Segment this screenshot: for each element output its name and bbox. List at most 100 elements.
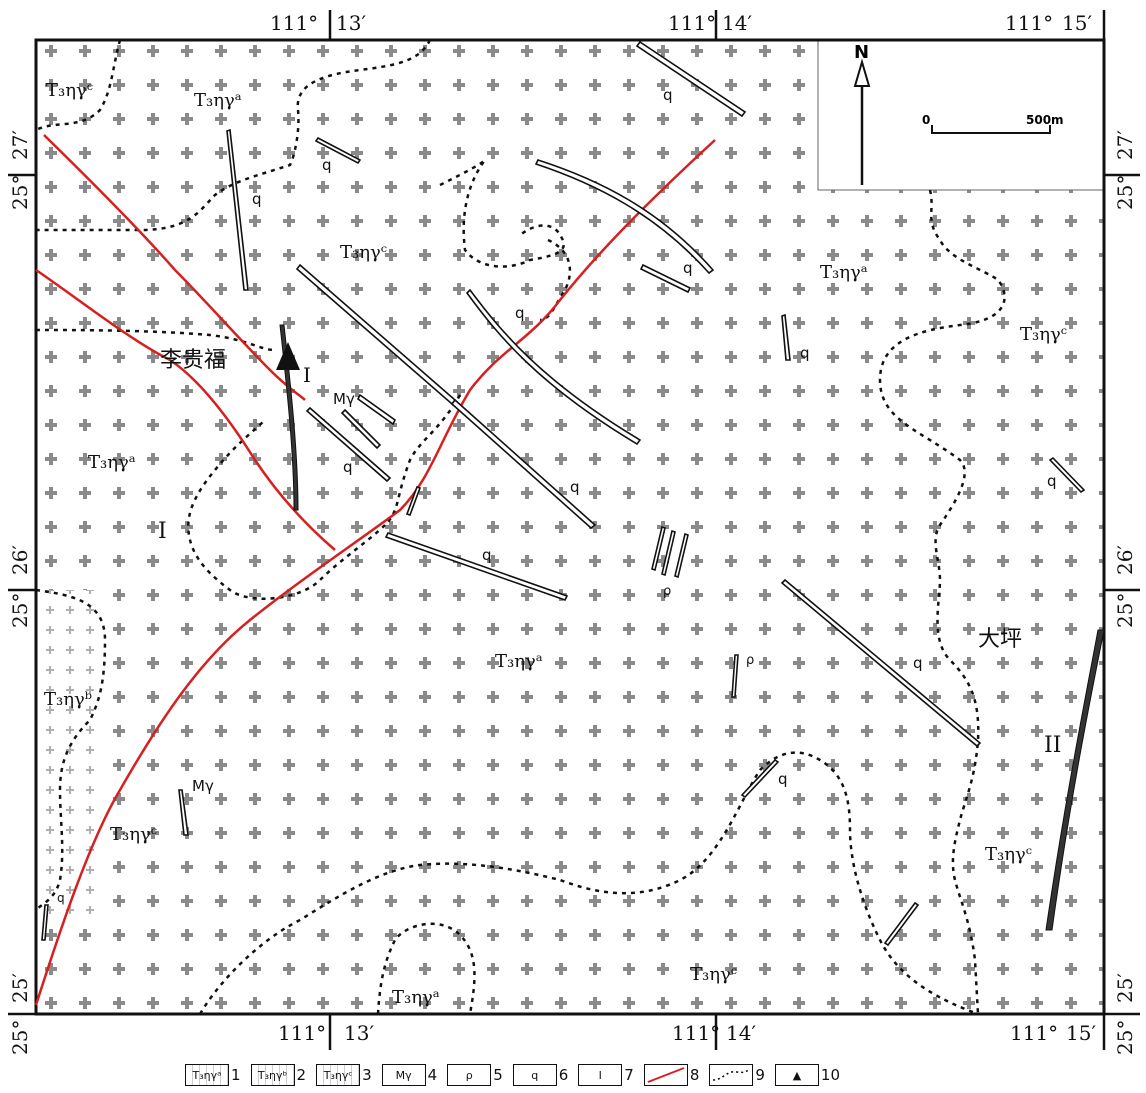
coord-bottom-deg-2: 111° xyxy=(672,1021,720,1045)
orebody-label-1: I xyxy=(303,363,311,387)
legend-boundary-symbol xyxy=(709,1064,754,1086)
dikes xyxy=(41,40,1086,947)
north-arrow xyxy=(853,58,871,185)
dike-label-q: q xyxy=(57,891,65,905)
unit-b-pattern xyxy=(36,590,106,920)
legend-item-3: T₃ηγᶜ 3 xyxy=(316,1064,372,1086)
dike-label-q: q xyxy=(482,546,492,564)
legend-item-5: ρ 5 xyxy=(447,1064,503,1086)
legend-symbol-7: I xyxy=(578,1064,623,1086)
geologic-boundaries xyxy=(35,39,1006,1016)
legend-number-1: 1 xyxy=(231,1066,241,1084)
unit-label-upper-a: T₃ηγᵃ xyxy=(194,90,242,111)
north-label: N xyxy=(854,42,869,63)
legend-item-9: 9 xyxy=(709,1064,765,1086)
dike-label-my: Mγ xyxy=(333,390,355,408)
legend-item-2: T₃ηγᵇ 2 xyxy=(250,1064,307,1086)
dike-label-q: q xyxy=(913,654,923,672)
dike-label-q: q xyxy=(322,156,332,174)
place-liguifu: 李贵福 xyxy=(160,348,226,373)
dike-label-q: q xyxy=(570,478,580,496)
legend-number-7: 7 xyxy=(624,1066,634,1084)
legend-item-4: Mγ 4 xyxy=(381,1064,438,1086)
coord-right-deg-3: 25° xyxy=(1113,1020,1137,1055)
faults xyxy=(34,134,716,1006)
scale-bar xyxy=(931,125,1051,134)
coord-bottom-deg-3: 111° xyxy=(1010,1021,1058,1045)
legend-item-8: 8 xyxy=(643,1064,699,1086)
dike-label-q: q xyxy=(1047,472,1057,490)
coord-top-min-3: 15′ xyxy=(1062,11,1092,35)
unit-label-sw-c: T₃ηγᶜ xyxy=(110,824,157,845)
legend-number-10: 10 xyxy=(820,1066,841,1084)
legend-symbol-4: Mγ xyxy=(381,1064,426,1086)
legend-number-2: 2 xyxy=(296,1066,307,1084)
coord-left-min-3: 25′ xyxy=(8,973,32,1003)
dike-label-rho: ρ xyxy=(746,653,754,668)
unit-label-center-c: T₃ηγᶜ xyxy=(340,242,387,263)
scale-distance: 500m xyxy=(1026,113,1064,127)
dike-label-q: q xyxy=(800,344,810,362)
north-scale-inset xyxy=(817,39,1105,191)
legend-symbol-1: T₃ηγᵃ xyxy=(185,1064,229,1086)
coord-top-deg-3: 111° xyxy=(1005,11,1053,35)
unit-label-bottom-c-visible: T₃ηγᶜ xyxy=(690,964,737,985)
unit-label-ne-a: T₃ηγᵃ xyxy=(820,262,868,283)
place-daping: 大坪 xyxy=(978,627,1022,652)
unit-label-west-b: T₃ηγᵇ xyxy=(44,689,92,710)
legend-number-4: 4 xyxy=(427,1066,438,1084)
legend-item-6: q 6 xyxy=(512,1064,569,1086)
legend-symbol-3: T₃ηγᶜ xyxy=(316,1064,361,1086)
mine-triangle xyxy=(276,342,300,370)
legend-number-6: 6 xyxy=(558,1066,569,1084)
dike-label-my: Mγ xyxy=(192,777,214,795)
legend-symbol-10: ▲ xyxy=(774,1064,819,1086)
legend-symbol-2: T₃ηγᵇ xyxy=(250,1064,295,1086)
coord-right-deg-2: 25° xyxy=(1113,593,1137,628)
legend: T₃ηγᵃ 1 T₃ηγᵇ 2 T₃ηγᶜ 3 Mγ 4 ρ 5 q 6 I 7… xyxy=(185,1062,846,1088)
legend-symbol-5: ρ xyxy=(447,1064,492,1086)
map-frame xyxy=(34,38,1106,1016)
coord-bottom-deg-1: 111° xyxy=(278,1021,326,1045)
dike-label-q: q xyxy=(343,458,353,476)
legend-symbol-6: q xyxy=(512,1064,557,1086)
fault-line-icon xyxy=(647,1067,685,1083)
unit-label-bottom-a: T₃ηγᵃ xyxy=(392,987,440,1008)
scale-zero: 0 xyxy=(922,113,930,127)
coord-top-min-1: 13′ xyxy=(336,11,366,35)
unit-label-east-c: T₃ηγᶜ xyxy=(1020,324,1067,345)
coord-bottom-min-1: 13′ xyxy=(344,1021,374,1045)
coord-bottom-min-3: 15′ xyxy=(1066,1021,1096,1045)
unit-labels: T₃ηγᶜ T₃ηγᵃ T₃ηγᶜ T₃ηγᵃ T₃ηγᶜ T₃ηγᵃ T₃ηγ… xyxy=(44,80,1067,1008)
coord-top-deg-1: 111° xyxy=(270,11,318,35)
coord-right-min-1: 27′ xyxy=(1113,130,1137,160)
legend-number-3: 3 xyxy=(362,1066,372,1084)
orebody-label-1b: I xyxy=(158,519,167,544)
coord-left-deg-3: 25° xyxy=(8,1020,32,1055)
dike-label-q: q xyxy=(778,770,788,788)
coord-right-min-3: 25′ xyxy=(1113,973,1137,1003)
unit-label-south-a: T₃ηγᵃ xyxy=(495,651,543,672)
granite-pattern xyxy=(36,40,1104,1014)
legend-number-5: 5 xyxy=(493,1066,503,1084)
orebody-label-2: II xyxy=(1044,733,1061,758)
coord-top-min-2: 14′ xyxy=(722,11,752,35)
legend-item-7: I 7 xyxy=(578,1064,634,1086)
ore-bodies xyxy=(279,324,1105,931)
coord-bottom-min-2: 14′ xyxy=(726,1021,756,1045)
coord-right-deg-1: 25° xyxy=(1113,175,1137,210)
dike-label-q: q xyxy=(515,304,525,322)
dike-label-q: q xyxy=(252,190,262,208)
legend-number-9: 9 xyxy=(755,1066,765,1084)
dike-label-rho: ρ xyxy=(663,584,671,599)
boundary-line-icon xyxy=(713,1068,751,1081)
dike-label-q: q xyxy=(663,86,673,104)
unit-label-se-c: T₃ηγᶜ xyxy=(985,844,1032,865)
coord-left-min-1: 27′ xyxy=(8,130,32,160)
coord-left-deg-2: 25° xyxy=(8,593,32,628)
legend-fault-symbol xyxy=(643,1064,688,1086)
coord-top-deg-2: 111° xyxy=(668,11,716,35)
dike-label-q: q xyxy=(683,259,693,277)
legend-item-10: ▲ 10 xyxy=(774,1064,841,1086)
